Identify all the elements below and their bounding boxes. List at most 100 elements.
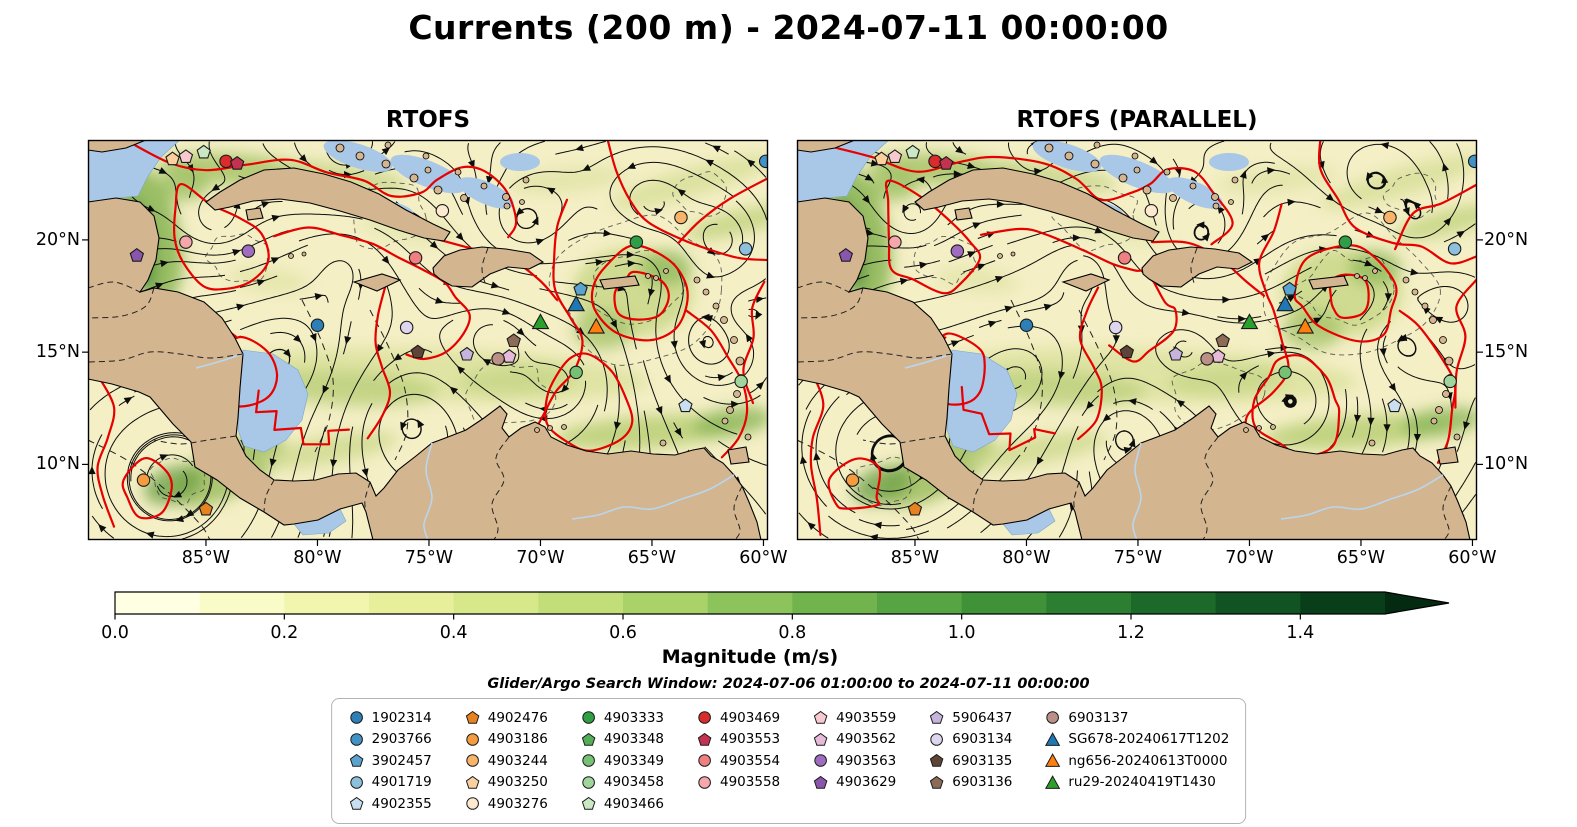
platform-marker (1282, 281, 1297, 296)
platform-marker (738, 242, 753, 256)
legend-entry-label: 4903348 (603, 731, 664, 748)
legend-entry-label: 4903458 (603, 774, 664, 791)
legend-entry: 4903563 (812, 751, 896, 771)
y-tick-label: 10°N (1484, 454, 1529, 475)
legend-entry-label: 4903558 (720, 774, 781, 791)
legend-entry-label: 4903562 (836, 731, 897, 748)
platform-marker (179, 235, 193, 249)
legend-entry: 4903276 (464, 794, 548, 814)
x-tick-label: 70°W (1225, 548, 1274, 568)
pentagon-marker-icon (349, 754, 363, 768)
legend-entry-label: 6903137 (1068, 709, 1129, 726)
legend-entry-label: 3902457 (371, 752, 432, 769)
x-tick-label: 75°W (1113, 548, 1163, 568)
pentagon-marker-icon (465, 711, 480, 725)
circle-marker-icon (582, 711, 595, 725)
legend-entry: 6903137 (1044, 708, 1229, 728)
legend-entry: 4903186 (464, 730, 548, 750)
colorbar-tick-label: 0.2 (270, 623, 299, 643)
platform-marker (241, 244, 256, 258)
panel-title-rtofs-parallel: RTOFS (PARALLEL) (1016, 107, 1258, 133)
platform-marker (1200, 352, 1214, 366)
circle-marker-icon (349, 732, 363, 746)
legend-entry: 6903135 (928, 751, 1012, 771)
legend-column: 4903469 4903553 4903554 4903558 (696, 708, 780, 814)
x-tick-label: 65°W (1336, 548, 1386, 568)
legend-entry-label: 4903469 (720, 709, 781, 726)
circle-marker-icon (349, 775, 363, 789)
legend-column: 4903333 4903348 4903349 4903458 4903466 (580, 708, 664, 814)
colorbar: 0.0 0.2 0.4 0.6 0.8 1.0 1.2 1.4 (98, 591, 1498, 653)
circle-marker-icon (698, 775, 711, 789)
figure-title: Currents (200 m) - 2024-07-11 00:00:00 (408, 8, 1169, 47)
x-tick-label: 80°W (1002, 548, 1051, 568)
platform-marker (1108, 320, 1123, 335)
platform-marker (229, 156, 245, 170)
legend-entry: SG678-20240617T1202 (1044, 730, 1229, 750)
pentagon-marker-icon (349, 797, 363, 811)
colorbar-tick-label: 0.8 (778, 623, 807, 643)
platform-marker (310, 318, 325, 332)
legend-entry-label: 5906437 (952, 709, 1013, 726)
legend-entry-label: 4903553 (720, 731, 781, 748)
colorbar-tick-label: 1.2 (1117, 623, 1145, 643)
circle-marker-icon (1046, 711, 1060, 725)
legend-entry: 4902355 (348, 794, 432, 814)
legend-entry: 3902457 (348, 751, 432, 771)
colorbar-tick-label: 1.0 (947, 623, 976, 643)
platform-marker (1443, 374, 1457, 389)
legend-entry-label: 4902355 (371, 795, 432, 812)
platform-marker (950, 244, 965, 258)
platform-marker (845, 473, 860, 487)
y-tick-label: 10°N (35, 454, 80, 475)
legend-entry: 4903466 (580, 794, 664, 814)
platform-marker (399, 320, 414, 335)
platform-marker (1119, 344, 1135, 359)
legend-entry: 4902476 (464, 708, 548, 728)
y-tick-label: 20°N (35, 229, 80, 250)
y-tick-label: 15°N (1484, 342, 1529, 363)
platform-marker (165, 151, 180, 166)
platform-marker (1215, 333, 1230, 348)
y-tick-label: 20°N (1484, 229, 1529, 250)
map-canvas (82, 139, 769, 546)
platform-marker (1383, 210, 1397, 225)
pentagon-marker-icon (697, 732, 712, 746)
legend-entry: 4903244 (464, 751, 548, 771)
legend-entry-label: 4903333 (603, 709, 664, 726)
x-tick-label: 85°W (890, 548, 940, 568)
x-tick-label: 60°W (739, 548, 788, 568)
circle-marker-icon (465, 732, 479, 746)
legend-entry: 4903250 (464, 773, 548, 793)
platform-marker (1387, 398, 1402, 413)
circle-marker-icon (930, 732, 944, 746)
platform-marker (1338, 235, 1353, 249)
search-window-note: Glider/Argo Search Window: 2024-07-06 01… (487, 676, 1090, 692)
platform-marker (1144, 203, 1159, 218)
legend-entry-label: ng656-20240613T0000 (1068, 752, 1228, 769)
legend-entry: 4903554 (696, 751, 780, 771)
map-panel-rtofs-parallel: RTOFS (PARALLEL) 85°W 80°W 75°W 70°W 65°W 60°… (796, 107, 1528, 568)
platform-marker (506, 333, 521, 348)
circle-marker-icon (465, 797, 479, 811)
x-tick-label: 60°W (1448, 548, 1497, 568)
circle-marker-icon (698, 711, 711, 725)
legend-entry: 6903136 (928, 773, 1012, 793)
pentagon-marker-icon (813, 711, 828, 725)
platform-marker (1019, 318, 1034, 332)
platform-legend: 1902314 2903766 3902457 4901719 4902355 49024… (330, 698, 1247, 824)
colorbar-tick-label: 0.4 (439, 623, 468, 643)
platform-marker (734, 374, 748, 389)
legend-entry-label: 4903559 (836, 709, 897, 726)
legend-entry: 2903766 (348, 730, 432, 750)
circle-marker-icon (582, 754, 595, 768)
legend-entry-label: 1902314 (371, 709, 432, 726)
legend-entry-label: 4903186 (487, 731, 548, 748)
pentagon-marker-icon (581, 797, 596, 811)
platform-marker (502, 349, 517, 363)
legend-entry: 4903349 (580, 751, 664, 771)
legend-entry-label: 4901719 (371, 774, 432, 791)
legend-entry: 4903348 (580, 730, 664, 750)
triangle-marker-icon (1045, 731, 1061, 746)
legend-entry-label: SG678-20240617T1202 (1068, 731, 1230, 748)
